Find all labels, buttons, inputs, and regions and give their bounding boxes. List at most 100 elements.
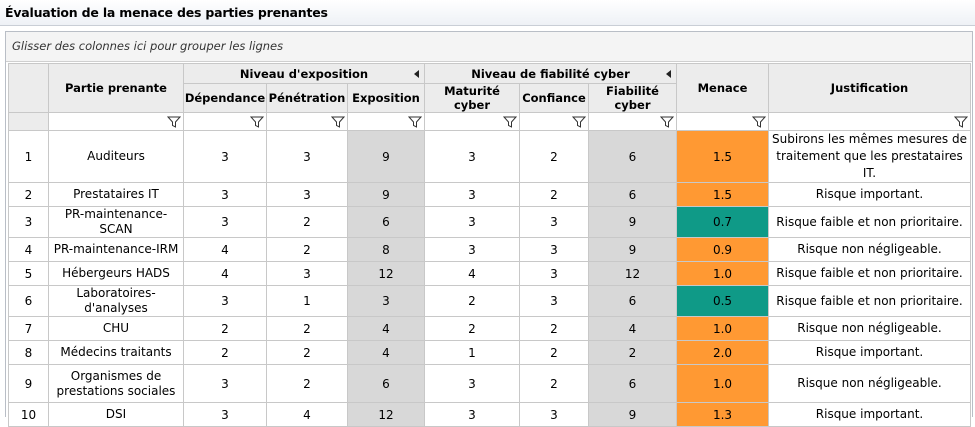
filter-funnel-icon[interactable] — [660, 116, 674, 128]
col-header-confiance[interactable]: Confiance — [519, 83, 589, 113]
filter-cell[interactable] — [588, 112, 677, 131]
fiabilite-cell[interactable]: 2 — [588, 340, 677, 365]
justification-cell[interactable]: Risque non négligeable. — [768, 237, 971, 262]
fiabilite-cell[interactable]: 6 — [588, 285, 677, 317]
filter-funnel-icon[interactable] — [572, 116, 586, 128]
filter-funnel-icon[interactable] — [503, 116, 517, 128]
fiabilite-cell[interactable]: 6 — [588, 182, 677, 207]
table-row[interactable]: 4 PR-maintenance-IRM 4 2 8 3 3 9 0.9 Risque non n… — [8, 237, 971, 262]
filter-cell[interactable] — [48, 112, 184, 131]
filter-funnel-icon[interactable] — [752, 116, 766, 128]
fiabilite-cell[interactable]: 6 — [588, 364, 677, 403]
confiance-cell[interactable]: 2 — [519, 364, 589, 403]
dependance-cell[interactable]: 3 — [183, 285, 267, 317]
justification-cell[interactable]: Risque faible et non prioritaire. — [768, 285, 971, 317]
maturite-cell[interactable]: 3 — [424, 206, 520, 238]
row-number-cell[interactable]: 6 — [8, 285, 49, 317]
table-row[interactable]: 3 PR-maintenance-SCAN 3 2 6 3 3 9 0.7 Risque faib… — [8, 206, 971, 238]
penetration-cell[interactable]: 2 — [266, 340, 348, 365]
penetration-cell[interactable]: 3 — [266, 261, 348, 286]
dependance-cell[interactable]: 2 — [183, 340, 267, 365]
exposition-cell[interactable]: 3 — [347, 285, 425, 317]
col-header-partie[interactable]: Partie prenante — [48, 63, 184, 113]
partie-cell[interactable]: Médecins traitants — [48, 340, 184, 365]
band-header-fiabilite[interactable]: Niveau de fiabilité cyber — [424, 63, 677, 84]
partie-cell[interactable]: PR-maintenance-SCAN — [48, 206, 184, 238]
col-header-justification[interactable]: Justification — [768, 63, 971, 113]
filter-funnel-icon[interactable] — [408, 116, 422, 128]
partie-cell[interactable]: Auditeurs — [48, 130, 184, 183]
filter-cell[interactable] — [519, 112, 589, 131]
fiabilite-cell[interactable]: 9 — [588, 206, 677, 238]
penetration-cell[interactable]: 3 — [266, 130, 348, 183]
partie-cell[interactable]: CHU — [48, 316, 184, 341]
table-row[interactable]: 8 Médecins traitants 2 2 4 1 2 2 2.0 Risque impor… — [8, 340, 971, 365]
fiabilite-cell[interactable]: 9 — [588, 402, 677, 427]
confiance-cell[interactable]: 3 — [519, 206, 589, 238]
justification-cell[interactable]: Risque important. — [768, 340, 971, 365]
exposition-cell[interactable]: 9 — [347, 130, 425, 183]
dependance-cell[interactable]: 4 — [183, 261, 267, 286]
menace-cell[interactable]: 0.7 — [676, 206, 769, 238]
confiance-cell[interactable]: 2 — [519, 316, 589, 341]
maturite-cell[interactable]: 3 — [424, 402, 520, 427]
exposition-cell[interactable]: 4 — [347, 340, 425, 365]
maturite-cell[interactable]: 3 — [424, 182, 520, 207]
penetration-cell[interactable]: 2 — [266, 316, 348, 341]
table-row[interactable]: 6 Laboratoires-d'analyses 3 1 3 2 3 6 0.5 Risque … — [8, 285, 971, 317]
exposition-cell[interactable]: 9 — [347, 182, 425, 207]
justification-cell[interactable]: Risque important. — [768, 402, 971, 427]
row-number-cell[interactable]: 8 — [8, 340, 49, 365]
exposition-cell[interactable]: 12 — [347, 402, 425, 427]
table-row[interactable]: 9 Organismes de prestations sociales 3 2 6 3 2… — [8, 364, 971, 403]
filter-cell[interactable] — [347, 112, 425, 131]
confiance-cell[interactable]: 3 — [519, 237, 589, 262]
justification-cell[interactable]: Risque important. — [768, 182, 971, 207]
table-row[interactable]: 10 DSI 3 4 12 3 3 9 1.3 Risque important. — [8, 402, 971, 427]
confiance-cell[interactable]: 3 — [519, 285, 589, 317]
exposition-cell[interactable]: 8 — [347, 237, 425, 262]
table-row[interactable]: 5 Hébergeurs HADS 4 3 12 4 3 12 1.0 Risque faible… — [8, 261, 971, 286]
row-number-cell[interactable]: 5 — [8, 261, 49, 286]
maturite-cell[interactable]: 3 — [424, 237, 520, 262]
filter-funnel-icon[interactable] — [331, 116, 345, 128]
table-row[interactable]: 1 Auditeurs 3 3 9 3 2 6 1.5 Subirons les mêmes me… — [8, 130, 971, 183]
row-number-cell[interactable]: 4 — [8, 237, 49, 262]
dependance-cell[interactable]: 3 — [183, 130, 267, 183]
confiance-cell[interactable]: 2 — [519, 182, 589, 207]
maturite-cell[interactable]: 3 — [424, 364, 520, 403]
filter-funnel-icon[interactable] — [167, 116, 181, 128]
exposition-cell[interactable]: 4 — [347, 316, 425, 341]
dependance-cell[interactable]: 3 — [183, 364, 267, 403]
fiabilite-cell[interactable]: 6 — [588, 130, 677, 183]
row-number-cell[interactable]: 2 — [8, 182, 49, 207]
filter-cell[interactable] — [424, 112, 520, 131]
exposition-cell[interactable]: 6 — [347, 364, 425, 403]
maturite-cell[interactable]: 3 — [424, 130, 520, 183]
filter-cell[interactable] — [676, 112, 769, 131]
exposition-cell[interactable]: 12 — [347, 261, 425, 286]
col-header-penetration[interactable]: Pénétration — [266, 83, 348, 113]
fiabilite-cell[interactable]: 4 — [588, 316, 677, 341]
penetration-cell[interactable]: 4 — [266, 402, 348, 427]
menace-cell[interactable]: 1.0 — [676, 261, 769, 286]
fiabilite-cell[interactable]: 9 — [588, 237, 677, 262]
menace-cell[interactable]: 1.3 — [676, 402, 769, 427]
partie-cell[interactable]: Laboratoires-d'analyses — [48, 285, 184, 317]
collapse-arrow-icon[interactable] — [414, 69, 419, 78]
dependance-cell[interactable]: 3 — [183, 182, 267, 207]
filter-funnel-icon[interactable] — [954, 116, 968, 128]
col-header-maturite[interactable]: Maturité cyber — [424, 83, 520, 113]
confiance-cell[interactable]: 3 — [519, 402, 589, 427]
col-header-exposition[interactable]: Exposition — [347, 83, 425, 113]
fiabilite-cell[interactable]: 12 — [588, 261, 677, 286]
justification-cell[interactable]: Risque non négligeable. — [768, 316, 971, 341]
row-number-cell[interactable]: 7 — [8, 316, 49, 341]
penetration-cell[interactable]: 2 — [266, 364, 348, 403]
collapse-arrow-icon[interactable] — [666, 69, 671, 78]
penetration-cell[interactable]: 1 — [266, 285, 348, 317]
penetration-cell[interactable]: 2 — [266, 237, 348, 262]
partie-cell[interactable]: Prestataires IT — [48, 182, 184, 207]
maturite-cell[interactable]: 2 — [424, 285, 520, 317]
partie-cell[interactable]: Organismes de prestations sociales — [48, 364, 184, 403]
